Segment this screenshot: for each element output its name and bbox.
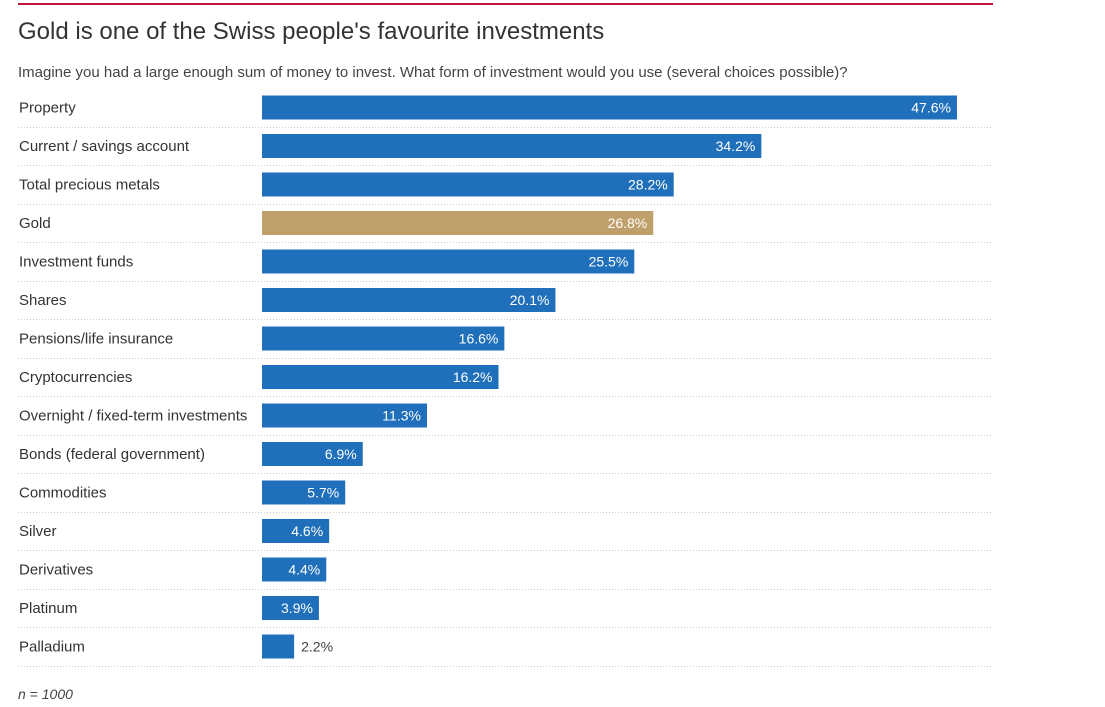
- value-label: 4.6%: [291, 523, 323, 539]
- chart-subtitle: Imagine you had a large enough sum of mo…: [18, 64, 848, 81]
- value-label: 5.7%: [307, 485, 339, 501]
- category-label: Pensions/life insurance: [19, 331, 173, 348]
- bar: [262, 403, 427, 428]
- bar: [262, 442, 363, 466]
- bar: [262, 634, 295, 659]
- value-label: 47.6%: [911, 100, 951, 116]
- bar: [262, 365, 499, 389]
- category-label: Palladium: [19, 639, 85, 656]
- bar: [262, 172, 674, 197]
- category-label: Platinum: [19, 600, 77, 617]
- value-label: 26.8%: [608, 215, 648, 231]
- bar: [262, 596, 319, 620]
- value-label: 25.5%: [589, 254, 629, 270]
- category-label: Current / savings account: [19, 138, 190, 155]
- category-label: Cryptocurrencies: [19, 369, 132, 386]
- category-label: Overnight / fixed-term investments: [19, 408, 247, 425]
- top-accent-rule: [18, 3, 993, 5]
- value-label: 16.6%: [459, 331, 499, 347]
- category-label: Bonds (federal government): [19, 446, 205, 463]
- category-label: Gold: [19, 215, 51, 232]
- category-label: Total precious metals: [19, 177, 160, 194]
- bar: [262, 557, 327, 582]
- bar: [262, 288, 556, 312]
- bar: [262, 519, 330, 543]
- value-label: 6.9%: [325, 446, 357, 462]
- value-label: 2.2%: [301, 639, 333, 655]
- chart-title: Gold is one of the Swiss people's favour…: [18, 18, 605, 45]
- value-label: 34.2%: [716, 138, 756, 154]
- bar: [262, 480, 346, 505]
- value-label: 4.4%: [288, 562, 320, 578]
- value-label: 3.9%: [281, 600, 313, 616]
- category-label: Shares: [19, 292, 67, 309]
- value-label: 28.2%: [628, 177, 668, 193]
- bar: [262, 211, 654, 235]
- value-label: 11.3%: [382, 408, 421, 424]
- bar: [262, 134, 762, 158]
- bar: [262, 326, 505, 351]
- value-label: 20.1%: [510, 292, 550, 308]
- sample-size-note: n = 1000: [18, 686, 73, 702]
- category-label: Silver: [19, 523, 57, 540]
- bar-chart: Property 47.6% Current / savings account 34…: [18, 95, 992, 667]
- category-label: Investment funds: [19, 254, 133, 271]
- category-label: Commodities: [19, 485, 107, 502]
- bar: [262, 95, 957, 120]
- value-label: 16.2%: [453, 369, 493, 385]
- bar: [262, 249, 635, 274]
- category-label: Property: [19, 100, 76, 117]
- category-label: Derivatives: [19, 562, 93, 579]
